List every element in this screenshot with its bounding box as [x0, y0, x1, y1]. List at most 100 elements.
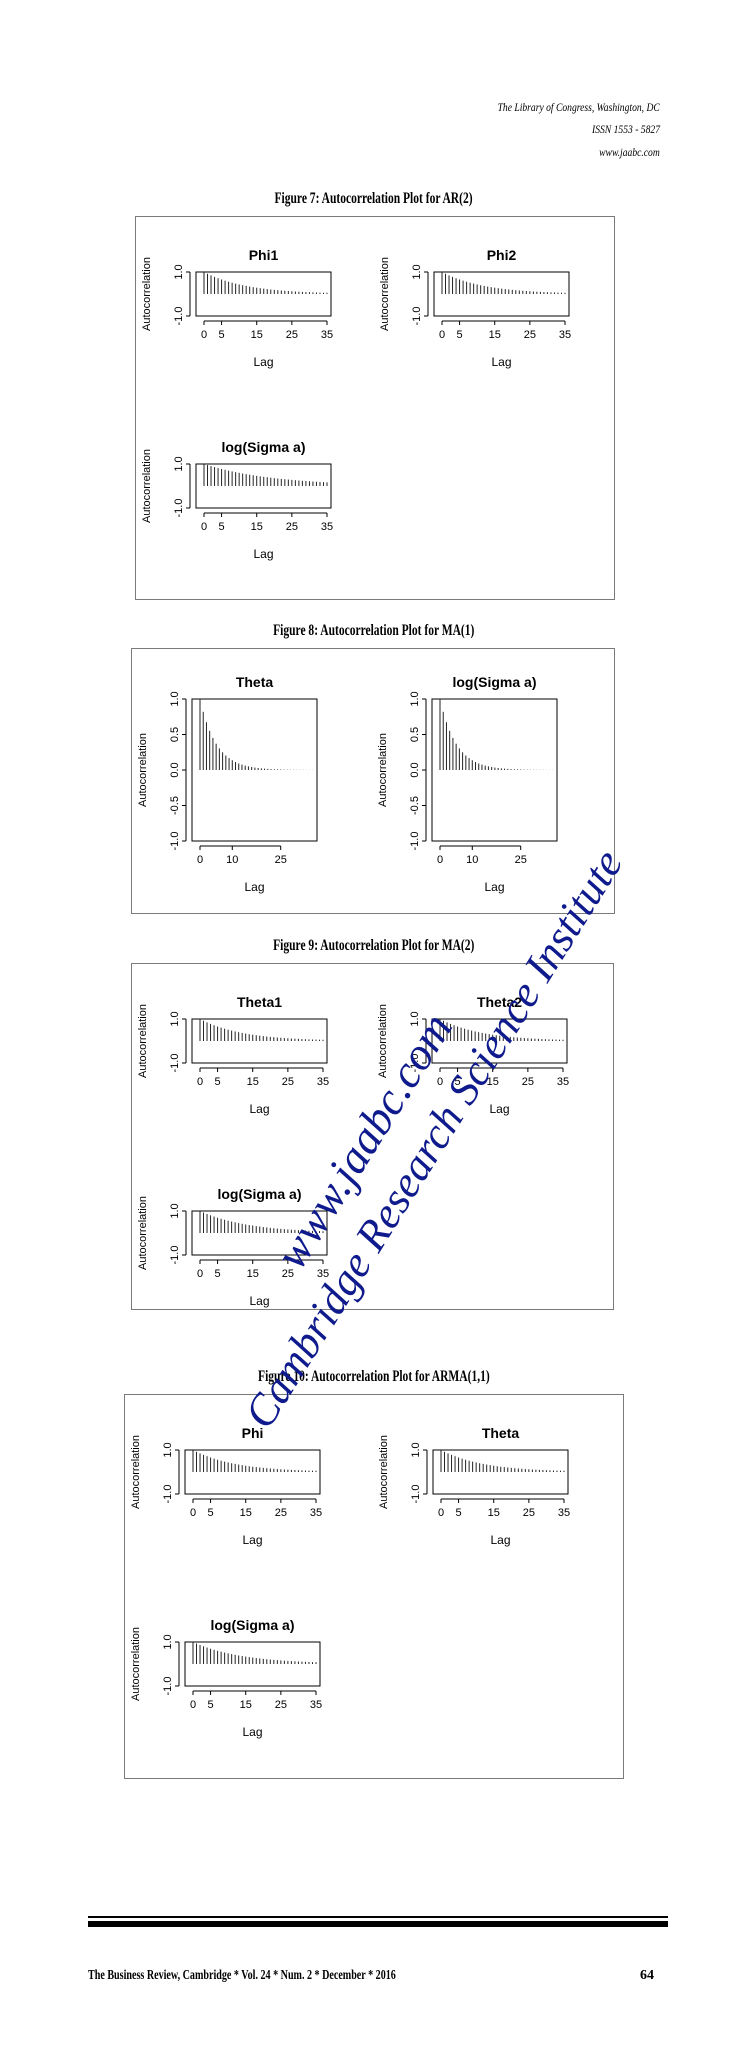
plot-frame	[195, 463, 332, 509]
x-tick-label: 15	[240, 1699, 252, 1711]
x-tick-label: 0	[190, 1507, 196, 1519]
footer-journal: The Business Review, Cambridge * Vol. 24…	[88, 1968, 396, 1983]
y-axis-label: Autocorrelation	[137, 1004, 149, 1078]
y-axis-label: Autocorrelation	[377, 1004, 389, 1078]
x-tick-label: 35	[321, 521, 333, 533]
y-tick-label: 1.0	[409, 691, 421, 706]
x-tick-label: 25	[275, 854, 287, 866]
plot-frame	[433, 271, 570, 317]
y-tick-label: 1.0	[162, 1442, 174, 1457]
x-tick-label: 0	[197, 854, 203, 866]
x-tick-label: 15	[488, 1507, 500, 1519]
x-axis-label: Lag	[242, 1725, 262, 1739]
y-axis-label: Autocorrelation	[130, 1627, 142, 1701]
y-axis-label: Autocorrelation	[377, 733, 389, 807]
figure-8-panel-log-sigma: log(Sigma a) 1.0 0.5 0.0 -0.5 -1.0 Autocorrela…	[377, 674, 558, 894]
x-tick-label: 5	[455, 1076, 461, 1088]
y-tick-label: 0.0	[169, 762, 181, 777]
x-tick-label: 35	[558, 1507, 570, 1519]
x-tick-label: 0	[197, 1076, 203, 1088]
x-tick-label: 0	[437, 854, 443, 866]
x-tick-label: 15	[240, 1507, 252, 1519]
footer-page-number: 64	[640, 1968, 654, 1983]
panel-title: Theta	[236, 674, 274, 690]
figure-7-panel-log-sigma: log(Sigma a) 1.0 -1.0 Autocorrelation 0 5 15 25…	[141, 439, 333, 561]
x-tick-label: 10	[466, 854, 478, 866]
figure-8-frame: Theta 1.0 0.5 0.0 -0.5 -1.0 Autocorrelation 0 10…	[131, 648, 615, 914]
y-tick-label: 0.5	[409, 727, 421, 742]
x-tick-label: 35	[317, 1268, 329, 1280]
figure-9-panel-log-sigma: log(Sigma a) 1.0 -1.0 Autocorrelation 0 5 15 25…	[137, 1186, 329, 1308]
y-axis-label: Autocorrelation	[378, 1435, 390, 1509]
figure-9-title: Figure 9: Autocorrelation Plot for MA(2)	[273, 937, 475, 954]
plot-frame	[431, 698, 558, 842]
x-tick-label: 25	[286, 521, 298, 533]
x-tick-label: 5	[457, 329, 463, 341]
plot-frame	[195, 271, 332, 317]
y-tick-label: -1.0	[169, 1054, 181, 1073]
y-axis-label: Autocorrelation	[137, 733, 149, 807]
y-tick-label: 0.0	[409, 762, 421, 777]
x-tick-label: 0	[190, 1699, 196, 1711]
y-tick-label: -1.0	[173, 499, 185, 518]
x-tick-label: 5	[208, 1507, 214, 1519]
x-tick-label: 5	[208, 1699, 214, 1711]
y-tick-label: 1.0	[173, 264, 185, 279]
x-tick-label: 15	[247, 1076, 259, 1088]
plot-frame	[191, 1210, 328, 1256]
x-tick-label: 0	[437, 1076, 443, 1088]
y-tick-label: 1.0	[162, 1634, 174, 1649]
figure-10-panel-phi: Phi 1.0 -1.0 Autocorrelation 0 5 15 25 35 Lag	[130, 1425, 322, 1547]
x-tick-label: 0	[201, 329, 207, 341]
y-tick-label: 1.0	[173, 456, 185, 471]
y-axis-label: Autocorrelation	[130, 1435, 142, 1509]
x-axis-label: Lag	[249, 1102, 269, 1116]
y-tick-label: 1.0	[169, 691, 181, 706]
panel-title: log(Sigma a)	[210, 1617, 294, 1633]
x-tick-label: 10	[226, 854, 238, 866]
figure-7-panel-phi2: Phi2 1.0 -1.0 Autocorrelation 0 5 15 25 35 Lag	[379, 247, 571, 369]
y-tick-label: -1.0	[169, 1246, 181, 1265]
y-tick-label: 1.0	[169, 1203, 181, 1218]
y-tick-label: 0.5	[169, 727, 181, 742]
figure-9-frame: Theta1 1.0 -1.0 Autocorrelation 0 5 15 25 35 Lag …	[131, 963, 614, 1310]
x-axis-label: Lag	[491, 355, 511, 369]
x-axis-label: Lag	[490, 1533, 510, 1547]
y-tick-label: 1.0	[410, 1442, 422, 1457]
header-line-3: www.jaabc.com	[599, 145, 660, 159]
figure-8-title: Figure 8: Autocorrelation Plot for MA(1)	[273, 622, 475, 639]
x-tick-label: 25	[275, 1699, 287, 1711]
y-tick-label: -1.0	[162, 1485, 174, 1504]
x-tick-label: 35	[557, 1076, 569, 1088]
y-tick-label: 1.0	[411, 264, 423, 279]
x-tick-label: 25	[524, 329, 536, 341]
x-tick-label: 25	[522, 1076, 534, 1088]
x-axis-label: Lag	[249, 1294, 269, 1308]
x-tick-label: 25	[282, 1076, 294, 1088]
x-tick-label: 25	[282, 1268, 294, 1280]
panel-title: Theta2	[477, 994, 522, 1010]
plot-frame	[184, 1641, 321, 1687]
y-axis-label: Autocorrelation	[137, 1196, 149, 1270]
x-tick-label: 0	[439, 329, 445, 341]
x-axis-label: Lag	[244, 880, 264, 894]
figure-9-panel-theta1: Theta1 1.0 -1.0 Autocorrelation 0 5 15 25 35 Lag	[137, 994, 329, 1116]
figure-10-title: Figure 10: Autocorrelation Plot for ARMA…	[258, 1368, 490, 1385]
x-tick-label: 35	[317, 1076, 329, 1088]
y-tick-label: -1.0	[410, 1485, 422, 1504]
plot-frame	[191, 698, 318, 842]
x-tick-label: 0	[201, 521, 207, 533]
x-tick-label: 15	[489, 329, 501, 341]
figure-10-panel-theta: Theta 1.0 -1.0 Autocorrelation 0 5 15 25 35 Lag	[378, 1425, 570, 1547]
plot-frame	[191, 1018, 328, 1064]
y-axis-label: Autocorrelation	[379, 257, 391, 331]
y-tick-label: -0.5	[169, 796, 181, 815]
y-tick-label: 1.0	[409, 1011, 421, 1026]
panel-title: log(Sigma a)	[217, 1186, 301, 1202]
x-tick-label: 25	[515, 854, 527, 866]
x-tick-label: 5	[215, 1076, 221, 1088]
panel-title: Phi2	[487, 247, 517, 263]
x-tick-label: 35	[321, 329, 333, 341]
x-axis-label: Lag	[489, 1102, 509, 1116]
x-tick-label: 5	[215, 1268, 221, 1280]
